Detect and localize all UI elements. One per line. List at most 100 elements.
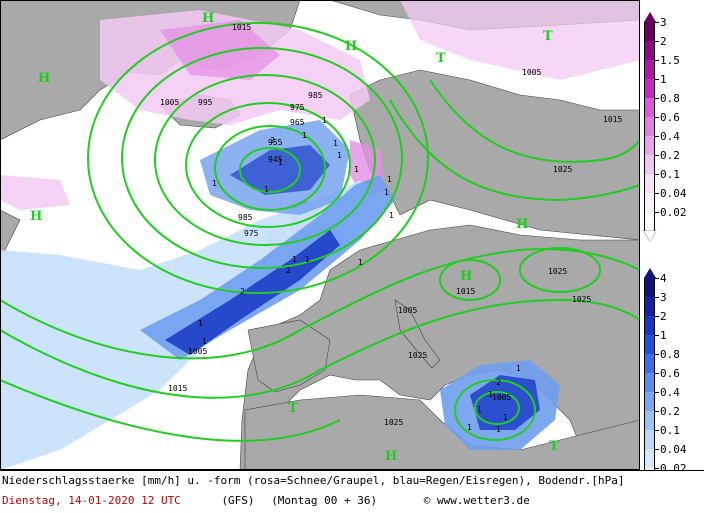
precip-mark: 1: [467, 423, 472, 432]
snow-scale-swatch: [644, 193, 655, 212]
high-marker: H: [385, 449, 397, 464]
rain-scale-tick: [655, 278, 659, 279]
rain-scale-label: 0.02: [660, 462, 687, 475]
precip-mark: 1: [198, 319, 203, 328]
pressure-label: 1005: [398, 306, 417, 315]
precip-mark: 1: [264, 185, 269, 194]
rain-area-low-dark: [230, 145, 330, 195]
copyright-icon: ©: [423, 494, 431, 507]
rain-scale-label: 0.4: [660, 386, 680, 399]
pressure-label: 1015: [603, 115, 622, 124]
isobar-ring: [454, 379, 536, 441]
high-marker: H: [38, 71, 50, 86]
precip-mark: 1: [384, 188, 389, 197]
isobar-ring: [154, 74, 376, 246]
rain-scale-tick: [655, 297, 659, 298]
iberian-peninsula: [247, 319, 331, 393]
snow-scale-tick: [655, 212, 659, 213]
pressure-label: 1025: [572, 295, 591, 304]
high-marker: H: [202, 11, 214, 26]
snow-scale-tick: [655, 136, 659, 137]
pressure-label: 975: [244, 229, 259, 238]
precip-mark: 1: [488, 390, 493, 399]
snow-area-arctic: [400, 0, 640, 80]
precip-mark: 1: [389, 211, 394, 220]
snow-scale-tick: [655, 155, 659, 156]
rain-scale-swatch: [644, 430, 655, 449]
precip-mark: 1: [292, 255, 297, 264]
rain-scale-swatch: [644, 316, 655, 335]
rain-scale-label: 0.6: [660, 367, 680, 380]
model-name: (GFS): [221, 494, 255, 507]
snow-scale-top-arrow: [644, 12, 656, 22]
rain-scale-label: 4: [660, 272, 667, 285]
forecast-run: (Montag 00 + 36): [271, 494, 378, 507]
pressure-label: 1025: [408, 351, 427, 360]
pressure-label: 975: [290, 103, 305, 112]
snow-scale-swatch: [644, 79, 655, 98]
rain-scale-swatch: [644, 354, 655, 373]
rain-scale-tick: [655, 430, 659, 431]
rain-scale-tick: [655, 354, 659, 355]
low-marker: T: [549, 439, 559, 454]
isobar-ring: [439, 259, 501, 301]
snow-scale-tick: [655, 22, 659, 23]
precip-mark: 1: [212, 179, 217, 188]
snow-scale-swatch: [644, 22, 655, 41]
caption-text: Niederschlagsstaerke [mm/h] u. -form (ro…: [2, 474, 625, 487]
snow-scale-label: 0.1: [660, 168, 680, 181]
isobar-ring: [87, 22, 429, 294]
snow-scale-swatch: [644, 117, 655, 136]
rain-scale-swatch: [644, 335, 655, 354]
caption-second-line: Dienstag, 14-01-2020 12 UTC (GFS) (Monta…: [2, 494, 530, 507]
caption-footer: Niederschlagsstaerke [mm/h] u. -form (ro…: [0, 470, 704, 513]
snow-scale-tick: [655, 193, 659, 194]
pressure-label: 1005: [522, 68, 541, 77]
rain-scale-tick: [655, 411, 659, 412]
snow-scale-bottom-arrow: [644, 231, 656, 241]
rain-scale-tick: [655, 316, 659, 317]
rain-scale-swatch: [644, 278, 655, 297]
snow-scale-swatch: [644, 174, 655, 193]
precip-mark: 1: [305, 255, 310, 264]
isobar-ring: [239, 147, 301, 193]
legend-panel: 3 2 1.5 1 0.8 0.6 0.4 0.2 0.1 0.04 0.02 4 3 2 1 0.8 0.6…: [640, 0, 704, 497]
forecast-date: Dienstag, 14-01-2020 12 UTC: [2, 494, 181, 507]
precip-marks: 1 1 1 1 2 1 1 1 1 1 1 1 1 2 2 1 1 1 1 2 …: [198, 116, 521, 434]
precip-mark: 2: [496, 378, 501, 387]
precip-mark: 1: [337, 151, 342, 160]
rain-scale-tick: [655, 449, 659, 450]
continental-europe: [239, 224, 640, 470]
precip-mark: 1: [516, 364, 521, 373]
isobar-ring: [474, 391, 520, 425]
rain-scale-tick: [655, 392, 659, 393]
precip-mark: 1: [302, 131, 307, 140]
pressure-label: 1005: [160, 98, 179, 107]
snow-scale-swatch: [644, 155, 655, 174]
precip-mark: 1: [333, 139, 338, 148]
pressure-label: 995: [198, 98, 213, 107]
snow-scale-label: 0.02: [660, 206, 687, 219]
pressure-centers: H H H H H H H T T T T: [30, 11, 559, 464]
isobar-line: [389, 99, 640, 202]
weather-map: 1015 995 1005 985 975 965 955 945 1025 1…: [0, 0, 640, 470]
snow-scale-swatch: [644, 41, 655, 60]
isobar-ring: [214, 125, 326, 211]
pressure-label: 955: [268, 138, 283, 147]
precip-mark: 1: [358, 258, 363, 267]
isobar-line: [0, 379, 341, 442]
snow-scale-tick: [655, 41, 659, 42]
rain-scale-swatch: [644, 392, 655, 411]
snow-scale-label: 0.2: [660, 149, 680, 162]
source-link[interactable]: www.wetter3.de: [437, 494, 530, 507]
snow-scale-label: 0.6: [660, 111, 680, 124]
low-marker: T: [436, 51, 446, 66]
high-marker: H: [460, 269, 472, 284]
pressure-label: 1025: [553, 165, 572, 174]
rain-scale-tick: [655, 468, 659, 469]
north-america: [0, 209, 21, 261]
snow-scale-label: 1: [660, 73, 667, 86]
rain-scale-label: 0.8: [660, 348, 680, 361]
snow-scale-tick: [655, 98, 659, 99]
rain-scale-tick: [655, 335, 659, 336]
